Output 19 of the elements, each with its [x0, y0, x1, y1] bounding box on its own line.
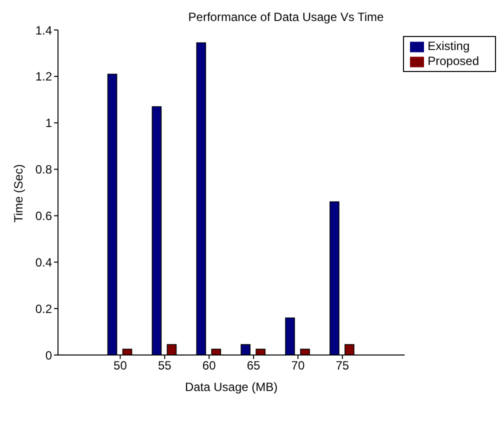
chart-title: Performance of Data Usage Vs Time [187, 10, 385, 24]
y-tick-label: 0.4 [35, 255, 52, 270]
y-tick-label: 0.8 [35, 162, 52, 177]
legend-label: Proposed [428, 54, 479, 68]
y-axis-title: Time (Sec) [11, 164, 26, 222]
x-axis-title: Data Usage (MB) [184, 380, 278, 394]
legend-label: Existing [428, 39, 470, 53]
x-tick-label: 55 [158, 358, 172, 373]
x-tick-label: 50 [114, 358, 128, 373]
y-tick-label: 0.2 [35, 302, 52, 316]
x-tick-label: 65 [246, 358, 261, 373]
y-tick-label: 1.2 [35, 70, 52, 84]
y-tick-label: 0 [45, 348, 52, 362]
x-tick-label: 60 [202, 358, 216, 373]
y-tick-label: 0.6 [35, 208, 52, 223]
y-tick-label: 1 [45, 116, 52, 130]
x-tick-label: 75 [336, 358, 350, 373]
x-tick-label: 70 [291, 358, 305, 373]
y-tick-label: 1.4 [35, 23, 52, 38]
